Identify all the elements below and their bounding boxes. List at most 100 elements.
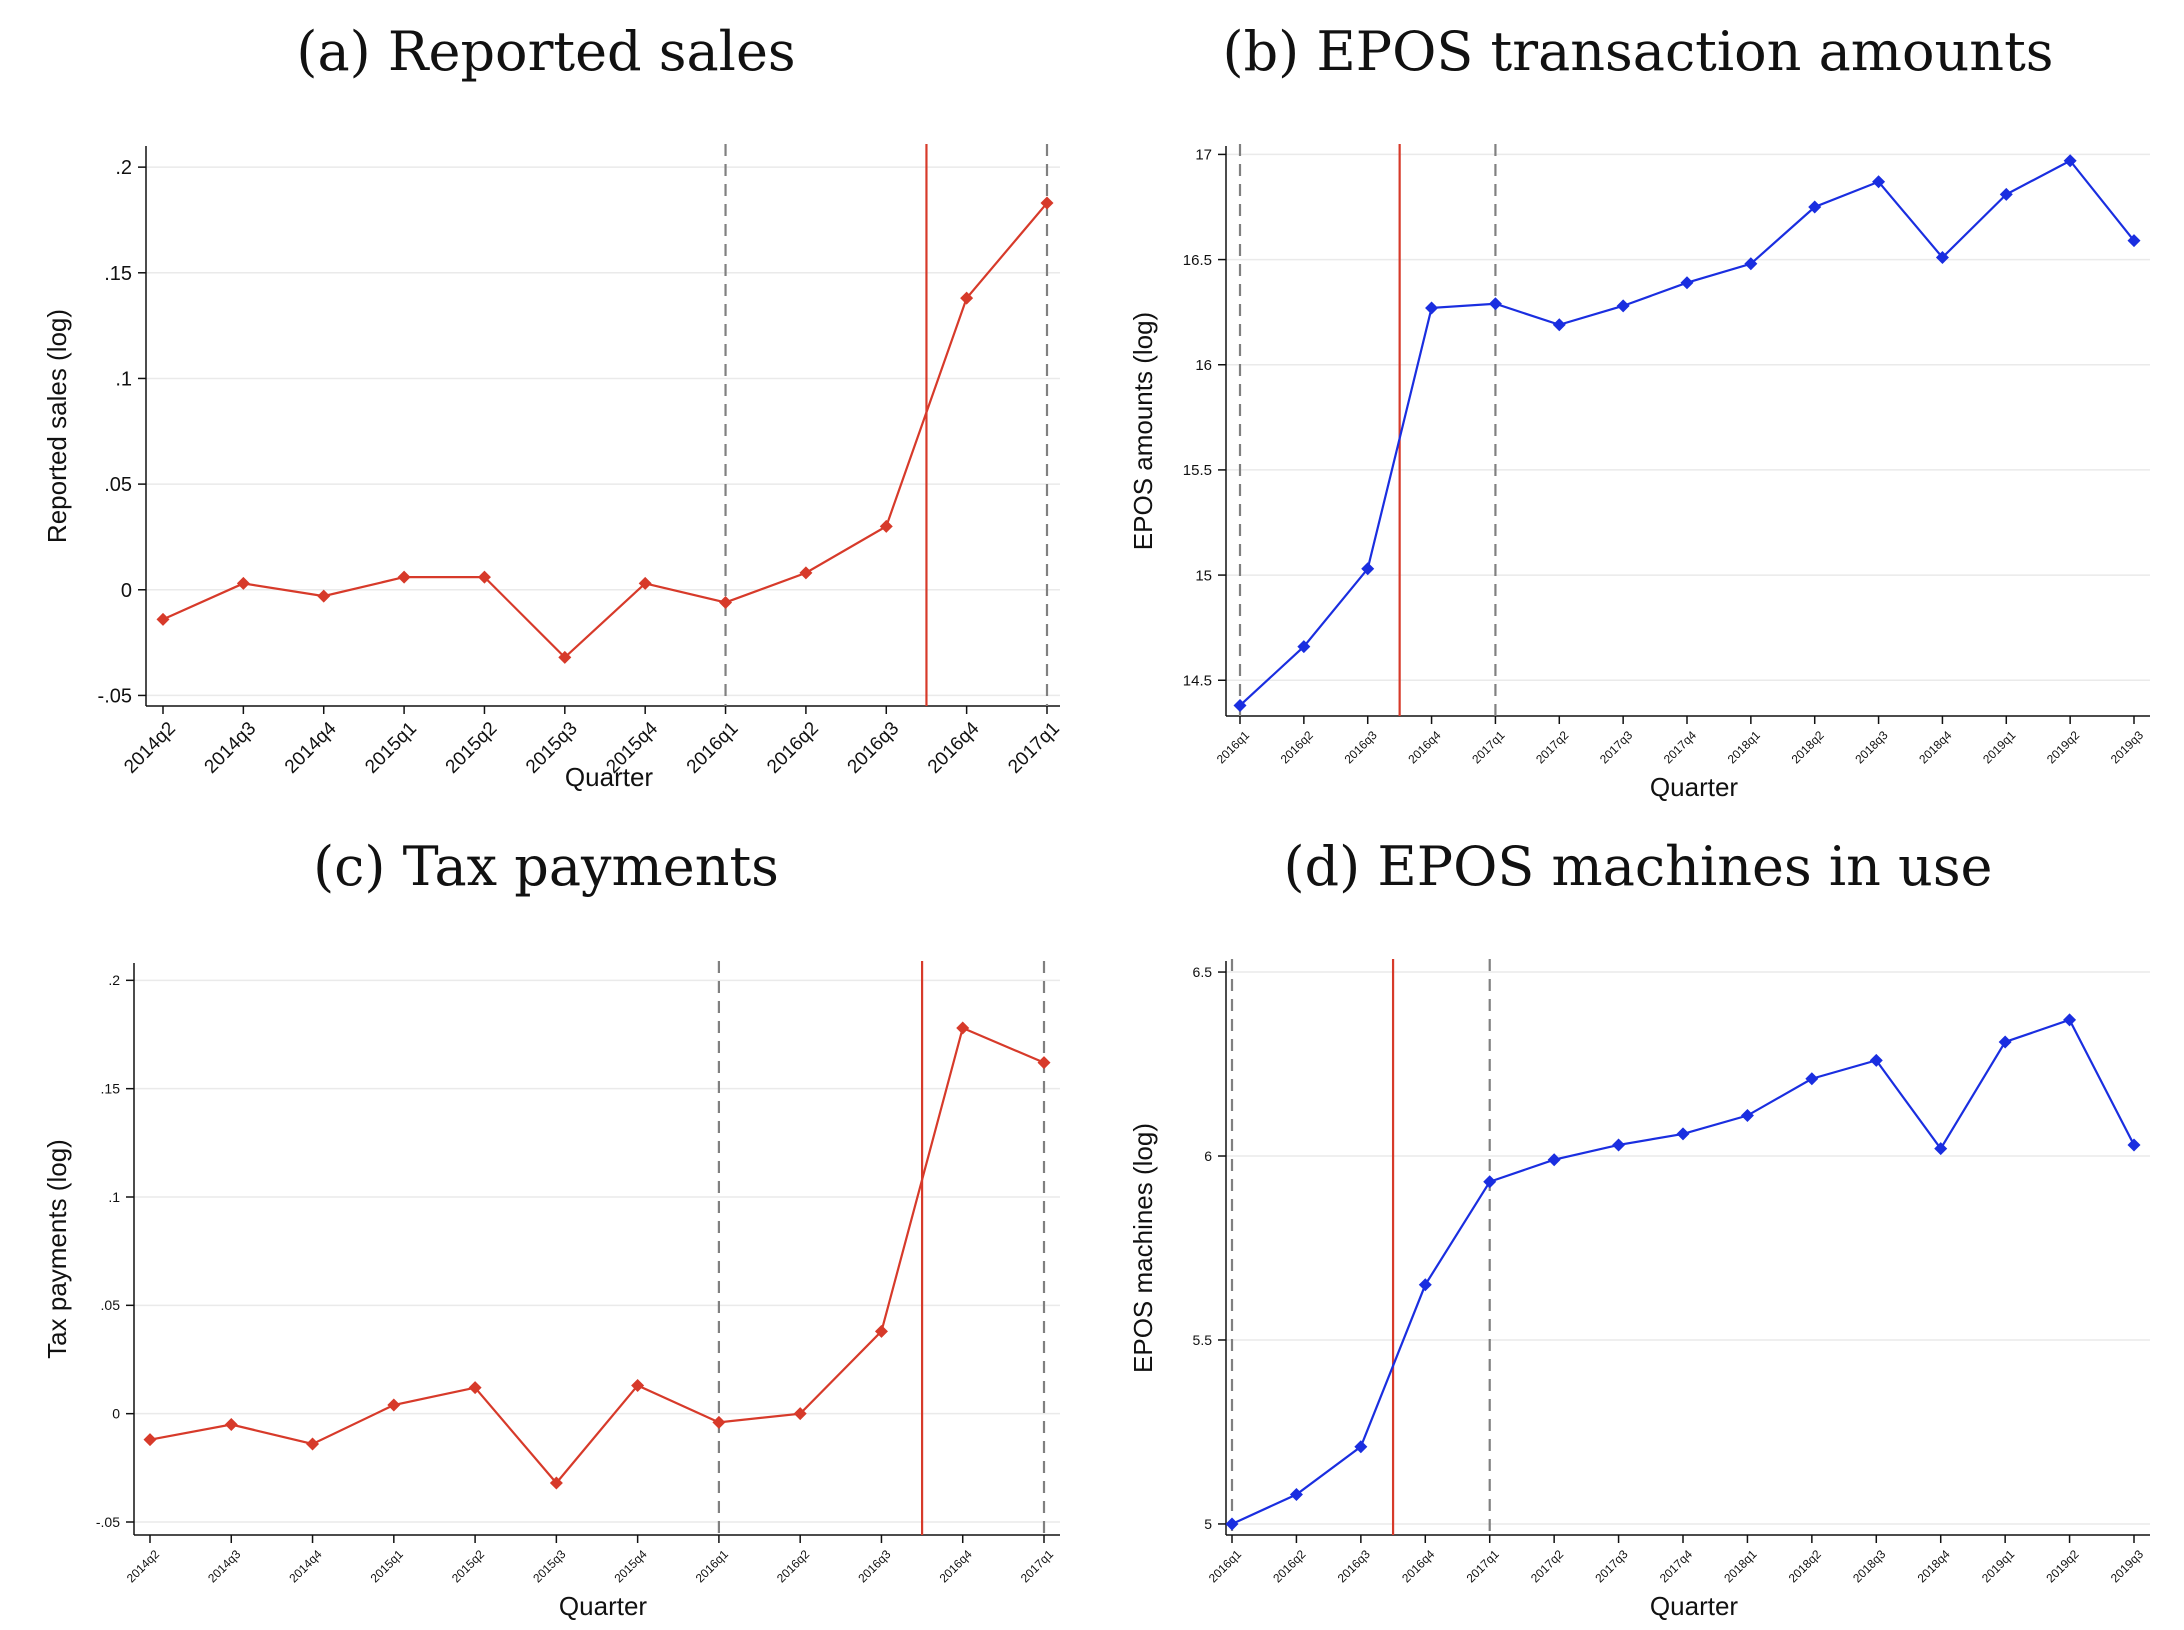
data-point xyxy=(2063,154,2077,168)
x-tick-label: 2019q1 xyxy=(1980,728,2018,766)
y-tick-label: 15 xyxy=(1195,567,1212,584)
x-tick-label: 2019q2 xyxy=(2043,1547,2081,1585)
y-tick-label: 17 xyxy=(1195,147,1212,164)
chart-epos-machines: 5 5.5 6 6.5 2016q1 2016q2 2016q3 2016q4 2017q1 20… xyxy=(1128,959,2150,1621)
data-point xyxy=(960,291,974,305)
x-tick-label: 2017q1 xyxy=(1018,1547,1056,1585)
y-tick-label: .15 xyxy=(104,263,132,285)
x-tick-label: 2014q3 xyxy=(201,718,261,778)
x-tick-label: 2015q1 xyxy=(361,718,421,778)
x-tick-label: 2015q1 xyxy=(368,1547,406,1585)
data-point xyxy=(1483,1175,1497,1189)
y-axis-label: Reported sales (log) xyxy=(42,309,72,543)
data-point xyxy=(236,576,250,590)
x-tick-label: 2014q4 xyxy=(281,718,341,778)
x-tick-label: 2015q2 xyxy=(442,718,502,778)
chart-tax-payments: -.05 0 .05 .1 .15 .2 2014q2 2014q3 2014q4 2015q1 2… xyxy=(42,961,1060,1621)
y-tick-label: 16.5 xyxy=(1183,252,1212,269)
x-tick-label: 2015q3 xyxy=(530,1547,568,1585)
x-tick-label: 2016q4 xyxy=(1399,1547,1437,1585)
data-point xyxy=(1676,1127,1690,1141)
x-tick-label: 2017q2 xyxy=(1528,1547,1566,1585)
data-point xyxy=(799,566,813,580)
data-point xyxy=(1740,1109,1754,1123)
y-tick-label: 5 xyxy=(1204,1516,1212,1532)
x-tick-label: 2016q1 xyxy=(693,1547,731,1585)
data-point xyxy=(1808,200,1822,214)
x-tick-label: 2017q3 xyxy=(1592,1547,1630,1585)
panel-c: (c) Tax payments -.05 0 .05 .1 .15 .2 2014q2 20… xyxy=(0,815,1092,1630)
data-point xyxy=(1418,1278,1432,1292)
data-point xyxy=(1225,1517,1239,1531)
y-axis-label: EPOS amounts (log) xyxy=(1128,312,1158,550)
data-point xyxy=(793,1407,807,1421)
x-tick-label: 2018q2 xyxy=(1789,728,1827,766)
x-axis-label: Quarter xyxy=(1650,772,1738,802)
x-tick-label: 2018q1 xyxy=(1725,728,1763,766)
data-point xyxy=(397,570,411,584)
chart-title: (a) Reported sales xyxy=(296,20,796,83)
data-point xyxy=(1425,301,1439,315)
x-tick-label: 2019q3 xyxy=(2108,728,2146,766)
data-point xyxy=(1037,1056,1051,1070)
x-tick-label: 2016q3 xyxy=(844,718,904,778)
series-line xyxy=(149,1026,1045,1485)
y-tick-label: 16 xyxy=(1195,357,1212,374)
x-tick-label: 2016q1 xyxy=(1206,1547,1244,1585)
y-tick-label: -.05 xyxy=(96,1514,120,1530)
chart-title: (d) EPOS machines in use xyxy=(1283,835,1993,898)
data-point xyxy=(1935,250,1949,264)
chart-epos-amounts: 14.5 15 15.5 16 16.5 17 2016q1 2016q2 2016q3 2016… xyxy=(1128,144,2150,802)
x-tick-label: 2016q1 xyxy=(1214,728,1252,766)
y-tick-label: 0 xyxy=(121,580,132,602)
data-point xyxy=(1744,257,1758,271)
data-point xyxy=(477,570,491,584)
y-tick-label: .15 xyxy=(101,1081,121,1097)
y-tick-label: 0 xyxy=(112,1406,120,1422)
data-point xyxy=(143,1433,157,1447)
x-tick-label: 2016q2 xyxy=(763,718,823,778)
x-tick-label: 2017q2 xyxy=(1533,728,1571,766)
data-point xyxy=(468,1381,482,1395)
data-point xyxy=(558,650,572,664)
x-tick-label: 2016q2 xyxy=(1278,728,1316,766)
panel-a: (a) Reported sales -.05 0 .05 .1 .15 .2 2014q2… xyxy=(0,0,1092,815)
x-tick-label: 2018q1 xyxy=(1721,1547,1759,1585)
x-tick-label: 2016q4 xyxy=(924,718,984,778)
data-point xyxy=(1999,187,2013,201)
y-tick-label: .1 xyxy=(115,368,132,390)
y-tick-label: .1 xyxy=(108,1189,120,1205)
x-tick-label: 2017q3 xyxy=(1597,728,1635,766)
data-point xyxy=(1998,1035,2012,1049)
panel-d: (d) EPOS machines in use 5 5.5 6 6.5 2016q1 2… xyxy=(1092,815,2184,1630)
data-point xyxy=(1805,1072,1819,1086)
y-axis-label: EPOS machines (log) xyxy=(1128,1123,1158,1373)
x-tick-label: 2016q2 xyxy=(1270,1547,1308,1585)
x-tick-label: 2018q4 xyxy=(1916,728,1954,766)
data-point xyxy=(2127,1138,2141,1152)
x-tick-label: 2014q3 xyxy=(205,1547,243,1585)
x-tick-label: 2014q2 xyxy=(124,1547,162,1585)
x-tick-label: 2017q1 xyxy=(1004,718,1064,778)
y-tick-label: 14.5 xyxy=(1183,672,1212,689)
x-tick-label: 2018q3 xyxy=(1850,1547,1888,1585)
panel-b: (b) EPOS transaction amounts 14.5 15 15.5 1… xyxy=(1092,0,2184,815)
y-tick-label: 6 xyxy=(1204,1148,1212,1164)
x-tick-label: 2019q3 xyxy=(2108,1547,2146,1585)
data-point xyxy=(1680,276,1694,290)
y-tick-label: 5.5 xyxy=(1193,1332,1213,1348)
x-tick-label: 2016q2 xyxy=(774,1547,812,1585)
data-point xyxy=(2063,1013,2077,1027)
series-line xyxy=(1239,159,2135,707)
x-tick-label: 2016q3 xyxy=(1342,728,1380,766)
data-point xyxy=(387,1398,401,1412)
series-line xyxy=(1231,1018,2135,1525)
x-tick-label: 2016q4 xyxy=(937,1547,975,1585)
data-point xyxy=(719,595,733,609)
data-point xyxy=(1552,318,1566,332)
x-tick-label: 2015q2 xyxy=(449,1547,487,1585)
data-point xyxy=(631,1379,645,1392)
x-tick-label: 2016q3 xyxy=(1335,1547,1373,1585)
x-tick-label: 2018q3 xyxy=(1852,728,1890,766)
x-axis-label: Quarter xyxy=(1650,1591,1738,1621)
